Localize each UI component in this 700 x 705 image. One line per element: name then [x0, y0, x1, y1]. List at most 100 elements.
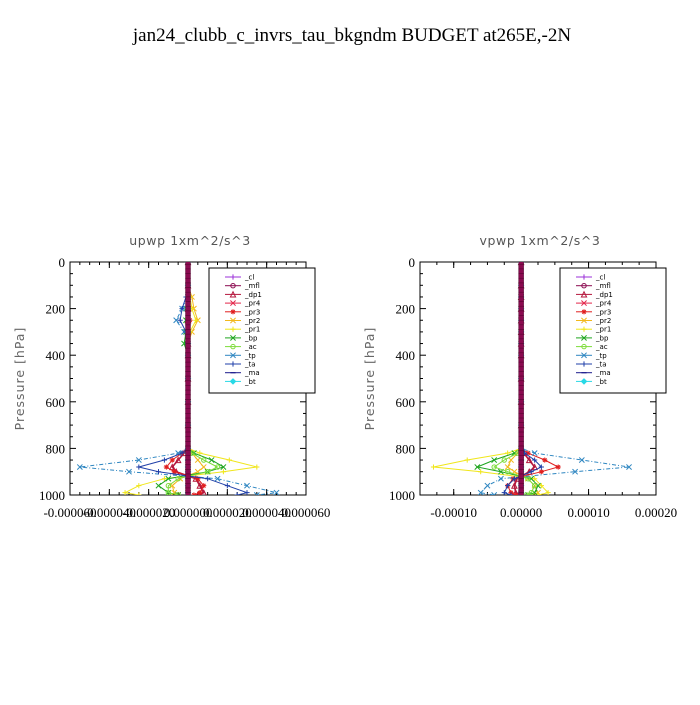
legend-label-dp1: _dp1 [595, 291, 613, 299]
center-column-marker [185, 487, 191, 494]
center-column-marker [518, 394, 524, 400]
legend-marker-tp [581, 352, 587, 359]
center-column-marker [518, 343, 524, 349]
center-column-marker [185, 343, 191, 349]
x-tick-label: 0.00020 [635, 505, 677, 520]
legend-label-mfl: _mfl [244, 282, 260, 290]
legend-box [559, 267, 667, 394]
series-point-bp [474, 464, 481, 470]
series-point-pr3 [525, 450, 531, 456]
series-point-bp [491, 457, 498, 464]
center-column-marker [518, 380, 524, 386]
legend-label-pr3: _pr3 [595, 308, 611, 316]
series-point-dp1 [196, 481, 204, 489]
series-point-dp1 [174, 456, 182, 464]
series-point-bp [208, 457, 215, 464]
center-column-marker [185, 427, 191, 433]
legend-marker-pr3 [230, 309, 236, 315]
center-column-marker [185, 291, 191, 298]
center-column-marker [185, 394, 191, 400]
center-column-marker [518, 305, 524, 312]
series-point-bp [220, 464, 227, 470]
center-column-marker [185, 333, 191, 340]
legend-marker-tp [230, 352, 236, 359]
page-title: jan24_clubb_c_invrs_tau_bkgndm BUDGET at… [132, 25, 571, 46]
legend-label-pr2: _pr2 [244, 317, 260, 325]
series-point-dp1 [512, 488, 519, 495]
legend: _cl_mfl_dp1_pr4_pr3_pr2_pr1_bp_ac_tp_ta_… [208, 267, 316, 394]
center-column-marker [185, 445, 191, 452]
center-column-marker [518, 408, 524, 414]
center-column-marker [185, 296, 191, 302]
center-column-marker [518, 333, 524, 340]
legend-label-pr1: _pr1 [595, 326, 611, 334]
center-column-marker [185, 389, 191, 396]
series-point-pr1 [478, 469, 484, 475]
x-tick-label: 0.000060 [282, 505, 331, 520]
series-point-pr2 [508, 457, 514, 464]
center-column-marker [185, 380, 191, 386]
legend-marker-ac [581, 343, 587, 350]
series-point-pr3 [201, 483, 207, 489]
center-column-marker [185, 478, 191, 484]
series-point-tp [531, 450, 538, 457]
center-column-marker [518, 422, 524, 428]
series-line-dp1 [513, 262, 536, 495]
chart-title: upwp 1xm^2/s^3 [129, 233, 251, 248]
y-axis-label: Pressure [hPa] [12, 327, 27, 431]
series-point-tp [244, 482, 250, 489]
y-tick-label: 1000 [39, 488, 65, 503]
legend-marker-dp1 [229, 290, 237, 298]
series-point-bp [155, 482, 162, 489]
center-column-marker [185, 361, 191, 368]
series-point-tp [572, 468, 579, 475]
series-point-pr1 [136, 483, 142, 489]
series-point-pr1 [122, 490, 128, 495]
series-point-pr3 [195, 476, 201, 482]
center-column-marker [518, 324, 524, 330]
series-point-pr3 [163, 464, 169, 470]
x-tick-label: 0.00010 [567, 505, 609, 520]
legend-marker-pr2 [230, 317, 236, 324]
center-column-marker [185, 305, 191, 312]
legend-marker-ta [581, 361, 587, 367]
series-point-pr1 [254, 464, 260, 470]
series-point-ac [531, 482, 538, 489]
legend-marker-ac [230, 343, 236, 350]
series-point-pr3 [513, 492, 519, 495]
center-column-marker [185, 375, 191, 382]
legend-marker-pr1 [230, 326, 236, 332]
series-point-ta [505, 483, 511, 489]
series-point-tp [273, 489, 280, 495]
legend-label-bp: _bp [595, 334, 609, 342]
legend-label-ta: _ta [595, 361, 607, 369]
center-column-marker [185, 482, 191, 489]
legend-marker-ta [230, 361, 236, 367]
legend-label-bt: _bt [595, 378, 607, 386]
series-point-ac [175, 475, 181, 482]
center-column-marker [518, 403, 524, 410]
legend-label-cl: _cl [244, 274, 254, 282]
center-column-marker [518, 417, 524, 424]
center-column-marker [518, 441, 524, 447]
center-column-marker [185, 347, 191, 354]
series-point-pr3 [542, 457, 548, 463]
center-column-marker [518, 296, 524, 302]
center-column-marker [185, 324, 191, 330]
center-column-marker [518, 478, 524, 484]
center-column-marker [185, 459, 191, 466]
x-tick-label: -0.000020 [122, 505, 175, 520]
y-tick-label: 800 [396, 441, 416, 456]
series-point-pr1 [535, 492, 541, 495]
center-column-marker [518, 268, 524, 275]
center-column-marker [518, 413, 524, 419]
series-point-ta [136, 464, 142, 470]
center-column-marker [518, 436, 524, 442]
center-column-marker [185, 450, 191, 456]
center-column-marker [518, 445, 524, 452]
legend-label-ta: _ta [244, 361, 256, 369]
series-point-pr3 [555, 464, 561, 470]
center-column-marker [518, 455, 524, 461]
series-point-tp [76, 464, 83, 470]
